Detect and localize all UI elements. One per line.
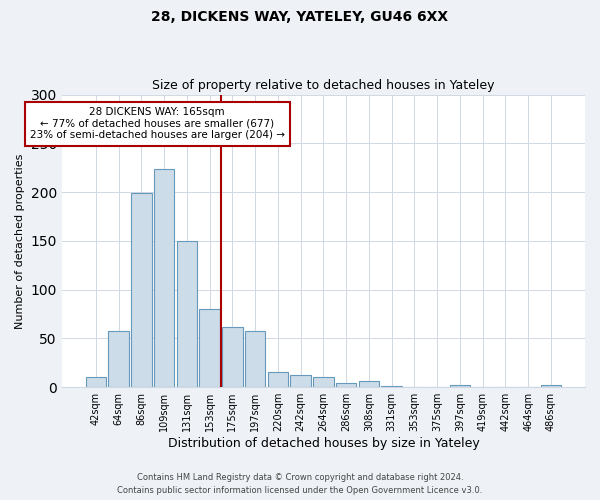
Bar [359, 382, 379, 387]
Bar [245, 330, 265, 387]
Bar [268, 372, 288, 387]
Bar [336, 384, 356, 387]
Bar [450, 386, 470, 387]
Bar [541, 386, 561, 387]
Text: 28 DICKENS WAY: 165sqm
← 77% of detached houses are smaller (677)
23% of semi-de: 28 DICKENS WAY: 165sqm ← 77% of detached… [30, 107, 285, 140]
Bar [290, 374, 311, 387]
Text: 28, DICKENS WAY, YATELEY, GU46 6XX: 28, DICKENS WAY, YATELEY, GU46 6XX [151, 10, 449, 24]
Bar [199, 309, 220, 387]
Bar [109, 330, 129, 387]
Title: Size of property relative to detached houses in Yateley: Size of property relative to detached ho… [152, 79, 494, 92]
Bar [382, 386, 402, 387]
Bar [313, 378, 334, 387]
X-axis label: Distribution of detached houses by size in Yateley: Distribution of detached houses by size … [167, 437, 479, 450]
Y-axis label: Number of detached properties: Number of detached properties [15, 153, 25, 328]
Text: Contains HM Land Registry data © Crown copyright and database right 2024.
Contai: Contains HM Land Registry data © Crown c… [118, 474, 482, 495]
Bar [86, 378, 106, 387]
Bar [131, 193, 152, 387]
Bar [154, 168, 175, 387]
Bar [176, 241, 197, 387]
Bar [222, 326, 242, 387]
